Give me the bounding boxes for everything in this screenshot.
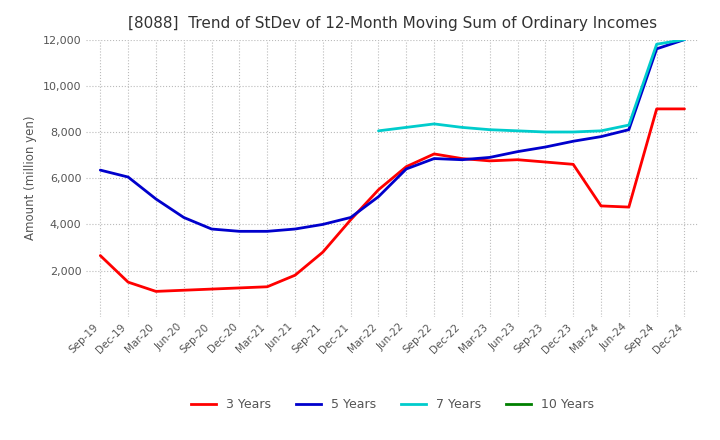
7 Years <box>541 129 550 135</box>
5 Years <box>179 215 188 220</box>
5 Years <box>152 196 161 202</box>
5 Years <box>569 139 577 144</box>
3 Years <box>179 288 188 293</box>
7 Years <box>652 41 661 47</box>
3 Years <box>569 161 577 167</box>
3 Years <box>263 284 271 290</box>
3 Years <box>374 187 383 192</box>
5 Years <box>207 226 216 231</box>
3 Years <box>346 217 355 222</box>
7 Years <box>485 127 494 132</box>
5 Years <box>96 168 104 173</box>
3 Years <box>96 253 104 258</box>
7 Years <box>597 128 606 133</box>
Line: 7 Years: 7 Years <box>379 40 685 132</box>
Line: 5 Years: 5 Years <box>100 40 685 231</box>
7 Years <box>624 122 633 128</box>
Title: [8088]  Trend of StDev of 12-Month Moving Sum of Ordinary Incomes: [8088] Trend of StDev of 12-Month Moving… <box>128 16 657 32</box>
7 Years <box>458 125 467 130</box>
5 Years <box>318 222 327 227</box>
3 Years <box>124 279 132 285</box>
5 Years <box>430 156 438 161</box>
5 Years <box>541 144 550 150</box>
5 Years <box>346 215 355 220</box>
5 Years <box>124 174 132 180</box>
3 Years <box>597 203 606 209</box>
5 Years <box>263 229 271 234</box>
5 Years <box>235 229 243 234</box>
7 Years <box>402 125 410 130</box>
3 Years <box>458 156 467 161</box>
5 Years <box>374 194 383 199</box>
5 Years <box>652 46 661 51</box>
3 Years <box>207 286 216 292</box>
3 Years <box>485 158 494 164</box>
5 Years <box>485 155 494 160</box>
Legend: 3 Years, 5 Years, 7 Years, 10 Years: 3 Years, 5 Years, 7 Years, 10 Years <box>186 393 599 416</box>
5 Years <box>291 226 300 231</box>
Y-axis label: Amount (million yen): Amount (million yen) <box>24 116 37 240</box>
Line: 3 Years: 3 Years <box>100 109 685 291</box>
3 Years <box>152 289 161 294</box>
3 Years <box>680 106 689 111</box>
3 Years <box>430 151 438 157</box>
3 Years <box>235 285 243 290</box>
3 Years <box>541 159 550 165</box>
3 Years <box>513 157 522 162</box>
5 Years <box>597 134 606 139</box>
7 Years <box>569 129 577 135</box>
3 Years <box>318 249 327 255</box>
5 Years <box>402 166 410 172</box>
3 Years <box>624 205 633 210</box>
5 Years <box>624 127 633 132</box>
3 Years <box>402 164 410 169</box>
5 Years <box>513 149 522 154</box>
7 Years <box>374 128 383 133</box>
7 Years <box>513 128 522 133</box>
5 Years <box>680 37 689 42</box>
3 Years <box>652 106 661 111</box>
5 Years <box>458 157 467 162</box>
7 Years <box>680 37 689 42</box>
3 Years <box>291 272 300 278</box>
7 Years <box>430 121 438 127</box>
